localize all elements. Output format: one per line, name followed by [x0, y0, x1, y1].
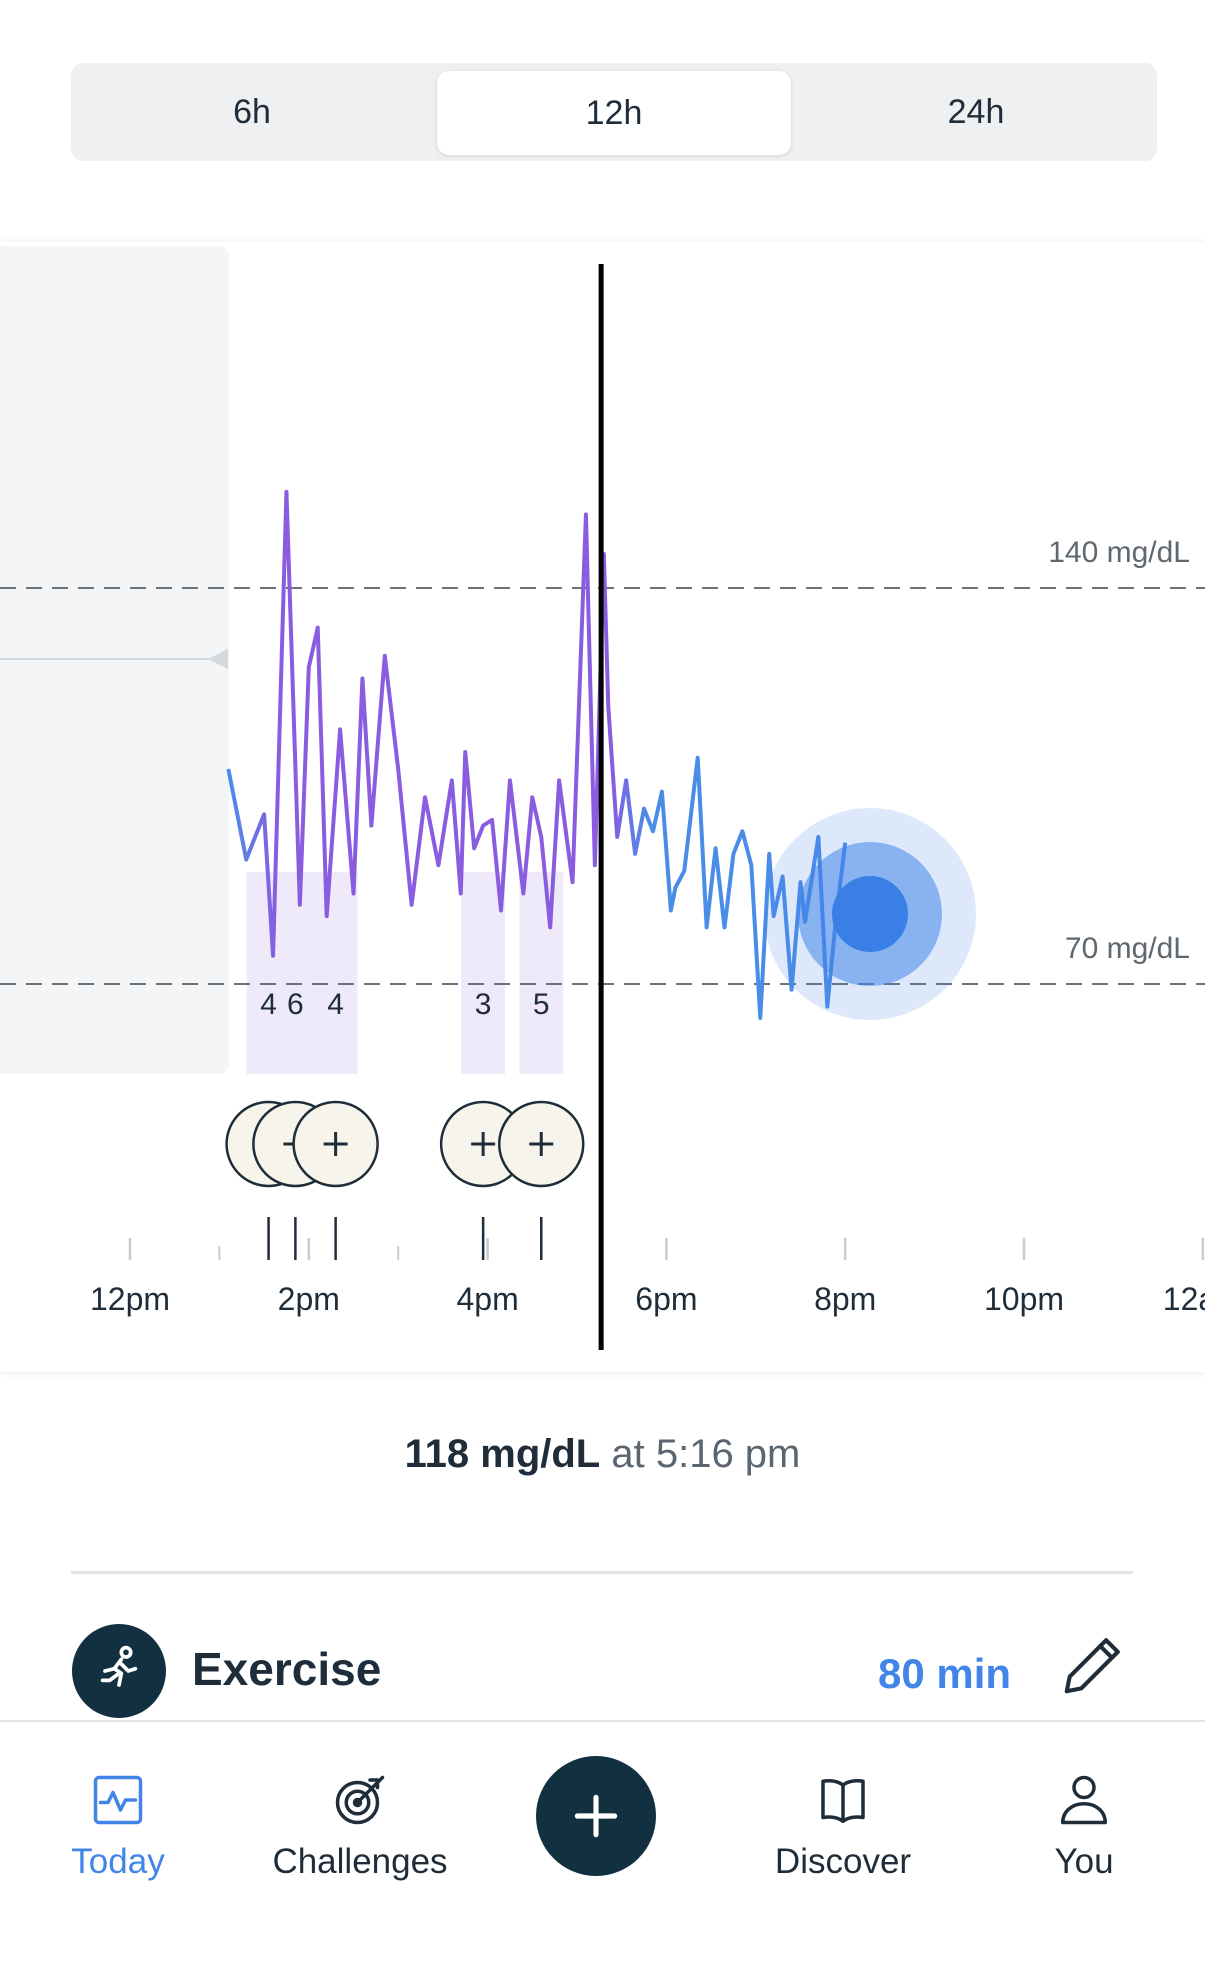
person-icon — [1061, 1775, 1107, 1825]
nav-label-discover: Discover — [774, 1842, 912, 1881]
nav-discover[interactable]: Discover — [743, 1722, 943, 1922]
glucose-readout: 118 mg/dL at 5:16 pm — [0, 1432, 1205, 1477]
section-divider — [71, 1571, 1133, 1574]
exercise-duration[interactable]: 80 min — [878, 1650, 1012, 1697]
pulse-icon — [93, 1775, 143, 1825]
nav-you[interactable]: You — [984, 1722, 1184, 1922]
nav-challenges[interactable]: Challenges — [260, 1722, 460, 1922]
add-meal-marker[interactable] — [292, 1100, 379, 1188]
meal-count-label: 6 — [287, 988, 304, 1021]
book-icon — [821, 1779, 865, 1823]
x-axis-label: 6pm — [635, 1281, 697, 1317]
meal-count-label: 4 — [260, 988, 277, 1021]
x-axis-label: 10pm — [984, 1281, 1064, 1317]
meal-count-label: 4 — [327, 988, 344, 1021]
x-axis-label: 4pm — [456, 1281, 518, 1317]
meal-band — [313, 872, 358, 1074]
time-cursor-top-notch — [585, 242, 618, 264]
time-cursor-bottom-notch — [585, 1350, 618, 1372]
reference-line-label: 140 mg/dL — [1048, 536, 1190, 569]
previous-value-pointer — [208, 649, 228, 669]
running-icon — [72, 1624, 166, 1718]
glucose-chart[interactable]: 140 mg/dL 70 mg/dL 4 6 4 3 5 12pm 2pm 4pm 6pm 8pm 10… — [0, 242, 1205, 1372]
meal-band — [519, 872, 564, 1074]
time-range-selector: 6h 12h 24h — [71, 63, 1157, 161]
nav-label-challenges: Challenges — [272, 1842, 448, 1881]
glucose-readout-time: at 5:16 pm — [611, 1432, 801, 1476]
meal-count-label: 3 — [475, 988, 492, 1021]
range-option-6h[interactable]: 6h — [233, 92, 271, 131]
range-option-12h[interactable]: 12h — [437, 71, 791, 155]
x-axis-label: 2pm — [278, 1281, 340, 1317]
x-axis-label: 12pm — [90, 1281, 170, 1317]
meal-band — [461, 872, 506, 1074]
glucose-readout-value: 118 mg/dL — [404, 1432, 601, 1476]
bottom-navigation: Today Challenges Discover You — [0, 1720, 1205, 1987]
x-axis-label: 8pm — [814, 1281, 876, 1317]
add-entry-button[interactable] — [536, 1756, 656, 1876]
nav-label-today: Today — [71, 1842, 165, 1881]
nav-label-you: You — [1054, 1842, 1114, 1881]
reference-line-label: 70 mg/dL — [1065, 932, 1190, 965]
glucose-line — [226, 489, 848, 1020]
target-icon — [335, 1775, 385, 1825]
current-reading-dot — [832, 876, 908, 952]
exercise-label: Exercise — [192, 1643, 382, 1695]
add-meal-marker[interactable] — [497, 1100, 585, 1188]
nav-today[interactable]: Today — [18, 1722, 218, 1922]
meal-band — [273, 872, 318, 1074]
pencil-icon[interactable] — [1058, 1630, 1128, 1700]
x-axis-label: 12am — [1163, 1281, 1205, 1317]
meal-count-label: 5 — [533, 988, 550, 1021]
range-option-24h[interactable]: 24h — [947, 92, 1005, 131]
plus-icon — [574, 1794, 618, 1838]
glucose-chart-card: 140 mg/dL 70 mg/dL 4 6 4 3 5 12pm 2pm 4pm 6pm 8pm 10… — [0, 242, 1205, 1372]
